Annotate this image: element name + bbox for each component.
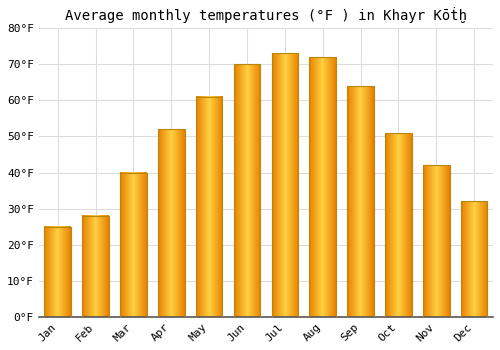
Bar — [234, 64, 260, 317]
Bar — [196, 97, 222, 317]
Bar — [44, 227, 71, 317]
Bar — [348, 86, 374, 317]
Bar — [423, 165, 450, 317]
Bar — [272, 54, 298, 317]
Bar — [385, 133, 411, 317]
Bar — [120, 173, 146, 317]
Bar — [82, 216, 109, 317]
Title: Average monthly temperatures (°F ) in Khayr Kōṫḫ: Average monthly temperatures (°F ) in Kh… — [65, 7, 467, 23]
Bar — [461, 201, 487, 317]
Bar — [310, 57, 336, 317]
Bar — [158, 129, 184, 317]
